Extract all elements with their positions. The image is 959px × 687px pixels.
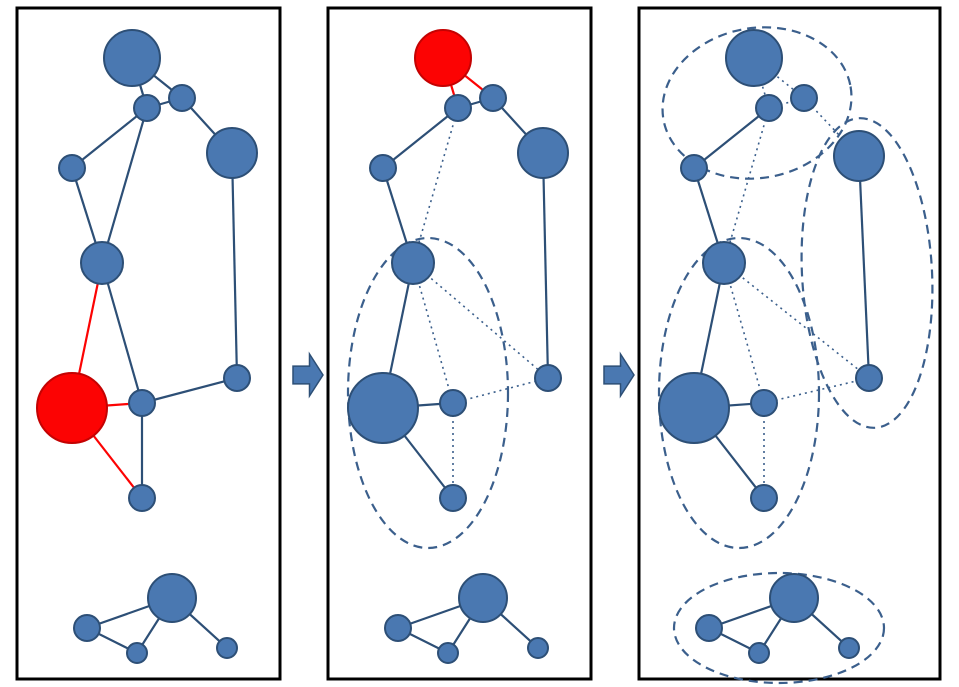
edge-dotted [764, 378, 869, 403]
panel3 [650, 13, 940, 683]
node [385, 615, 411, 641]
edge [694, 108, 769, 168]
node [535, 365, 561, 391]
node [348, 373, 418, 443]
edge [543, 153, 548, 378]
node [751, 485, 777, 511]
node [791, 85, 817, 111]
node [839, 638, 859, 658]
edge [232, 153, 237, 378]
node [659, 373, 729, 443]
node [370, 155, 396, 181]
transition-arrow [604, 354, 634, 396]
node [127, 643, 147, 663]
edge-dotted [413, 263, 548, 378]
node [169, 85, 195, 111]
edge-dotted [724, 263, 869, 378]
node [59, 155, 85, 181]
node [129, 485, 155, 511]
transition-arrow [293, 354, 323, 396]
node [703, 242, 745, 284]
node [440, 485, 466, 511]
edge [859, 156, 869, 378]
panel1 [37, 30, 257, 663]
edge [102, 108, 147, 263]
node [134, 95, 160, 121]
edge [72, 108, 147, 168]
node [148, 574, 196, 622]
panel2 [348, 30, 568, 663]
node [224, 365, 250, 391]
node [770, 574, 818, 622]
node [440, 390, 466, 416]
node [81, 242, 123, 284]
node [528, 638, 548, 658]
node [438, 643, 458, 663]
node [749, 643, 769, 663]
node [459, 574, 507, 622]
node [726, 30, 782, 86]
edge [142, 378, 237, 403]
node [518, 128, 568, 178]
node [104, 30, 160, 86]
node [74, 615, 100, 641]
node [445, 95, 471, 121]
node [681, 155, 707, 181]
node-highlight [415, 30, 471, 86]
node [392, 242, 434, 284]
node [756, 95, 782, 121]
node [696, 615, 722, 641]
node [751, 390, 777, 416]
node [856, 365, 882, 391]
node [129, 390, 155, 416]
diagram-canvas [0, 0, 959, 687]
node [207, 128, 257, 178]
node [834, 131, 884, 181]
edge [383, 108, 458, 168]
node [480, 85, 506, 111]
edge-dotted [453, 378, 548, 403]
node [217, 638, 237, 658]
node-highlight [37, 373, 107, 443]
